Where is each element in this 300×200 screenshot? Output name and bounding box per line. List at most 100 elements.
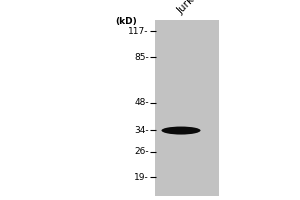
Bar — [154, 60, 219, 61]
Bar — [154, 190, 219, 192]
Bar — [154, 46, 219, 48]
Bar — [154, 71, 219, 73]
Bar — [154, 36, 219, 38]
Bar — [154, 151, 219, 152]
Bar — [154, 158, 219, 159]
Bar — [154, 82, 219, 83]
Bar — [154, 99, 219, 101]
Bar — [154, 153, 219, 155]
Bar — [154, 148, 219, 149]
Bar — [154, 170, 219, 171]
Bar — [154, 41, 219, 42]
Bar — [154, 137, 219, 139]
Bar — [154, 146, 219, 148]
Bar — [154, 183, 219, 184]
Bar — [154, 32, 219, 33]
Bar — [154, 52, 219, 54]
Bar — [154, 164, 219, 165]
Bar — [154, 23, 219, 24]
Bar — [154, 67, 219, 68]
Bar — [154, 143, 219, 145]
Bar — [154, 130, 219, 131]
Bar — [154, 27, 219, 29]
Bar — [154, 92, 219, 93]
Bar — [154, 139, 219, 140]
Bar — [154, 30, 219, 32]
Bar — [154, 77, 219, 79]
Bar — [154, 133, 219, 134]
Bar — [154, 45, 219, 46]
Bar — [154, 178, 219, 180]
Bar — [154, 175, 219, 177]
Bar — [154, 93, 219, 95]
Text: Jurkat: Jurkat — [175, 0, 204, 16]
Bar — [154, 101, 219, 102]
Bar — [154, 193, 219, 195]
Bar — [154, 29, 219, 30]
Bar — [154, 20, 219, 21]
Bar — [154, 55, 219, 57]
Bar — [154, 108, 219, 109]
Bar — [154, 38, 219, 39]
Bar — [154, 187, 219, 189]
Bar — [154, 173, 219, 174]
Bar — [154, 39, 219, 41]
Bar — [154, 86, 219, 87]
Bar — [154, 142, 219, 143]
Bar — [154, 115, 219, 117]
Bar — [154, 126, 219, 127]
Bar — [154, 74, 219, 76]
Bar — [154, 68, 219, 70]
Bar — [154, 118, 219, 120]
Bar — [154, 21, 219, 23]
Bar — [154, 195, 219, 196]
Text: 117-: 117- — [128, 27, 149, 36]
Bar — [154, 54, 219, 55]
Bar — [154, 63, 219, 64]
Bar — [154, 186, 219, 187]
Bar — [154, 181, 219, 183]
Bar — [154, 111, 219, 112]
Text: 48-: 48- — [134, 98, 149, 107]
Bar — [154, 189, 219, 190]
Bar — [154, 161, 219, 162]
Bar — [154, 105, 219, 107]
Bar — [154, 24, 219, 26]
Bar — [154, 33, 219, 35]
Ellipse shape — [161, 127, 200, 135]
Bar — [154, 49, 219, 51]
Text: (kD): (kD) — [116, 17, 137, 26]
Bar — [154, 124, 219, 126]
Bar — [154, 83, 219, 85]
Bar — [154, 87, 219, 89]
Bar — [154, 117, 219, 118]
Bar — [154, 168, 219, 170]
Bar — [154, 79, 219, 80]
Text: 34-: 34- — [134, 126, 149, 135]
Bar — [154, 51, 219, 52]
Bar — [154, 152, 219, 153]
Bar — [154, 64, 219, 65]
Bar — [154, 57, 219, 58]
Bar — [154, 48, 219, 49]
Bar — [154, 26, 219, 27]
Bar — [154, 127, 219, 129]
Bar — [154, 102, 219, 104]
Bar — [154, 123, 219, 124]
Bar — [154, 42, 219, 43]
Bar — [154, 61, 219, 63]
Bar — [154, 120, 219, 121]
Bar — [154, 89, 219, 90]
Bar — [154, 96, 219, 98]
Bar — [154, 43, 219, 45]
Bar — [154, 184, 219, 186]
Text: 26-: 26- — [134, 147, 149, 156]
Bar — [154, 80, 219, 82]
Bar — [154, 155, 219, 156]
Bar — [154, 98, 219, 99]
Bar — [154, 70, 219, 71]
Bar — [154, 85, 219, 86]
Bar — [154, 65, 219, 67]
Bar — [154, 90, 219, 92]
Bar — [154, 35, 219, 36]
